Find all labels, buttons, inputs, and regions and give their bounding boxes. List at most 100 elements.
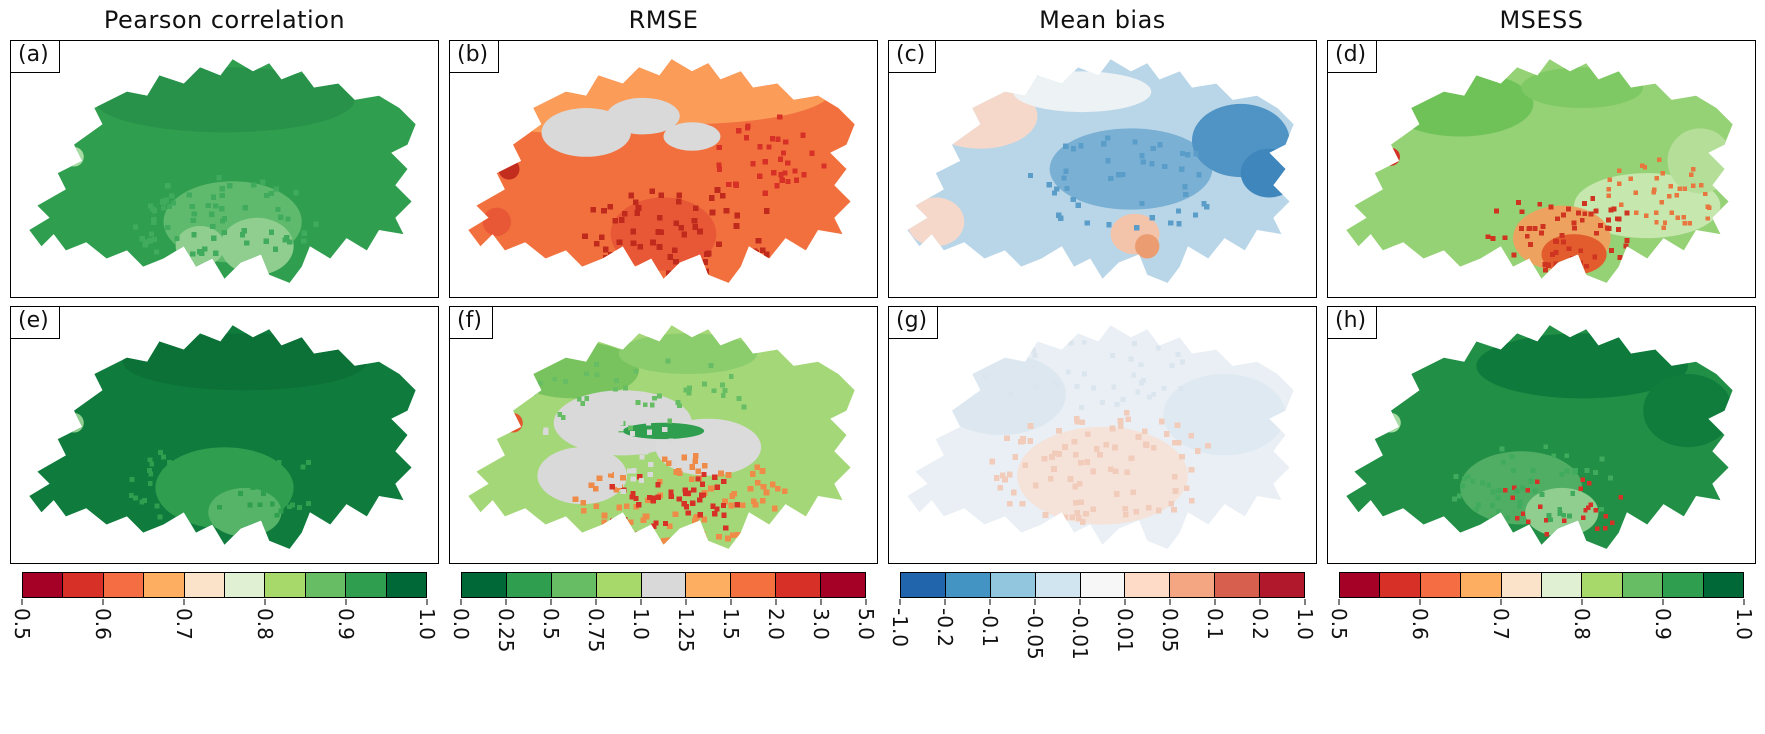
colorbar-tick	[820, 599, 822, 605]
column-title-msess: MSESS	[1499, 6, 1584, 34]
switzerland-map-c	[907, 59, 1294, 283]
colorbar-tick-label: 5.0	[854, 608, 878, 640]
panel-a: (a)	[10, 40, 439, 298]
panel-label-g: (g)	[896, 308, 928, 333]
colorbar-tick	[1259, 599, 1261, 605]
panel-label-box-d: (d)	[1328, 41, 1378, 73]
colorbar-tick	[1662, 599, 1664, 605]
panel-label-a: (a)	[18, 42, 49, 67]
colorbar-segment	[1259, 573, 1305, 597]
colorbar-tick	[426, 599, 428, 605]
colorbar-tick-label: 0.7	[172, 608, 196, 640]
colorbar-segment	[1460, 573, 1501, 597]
colorbar-tick-label: 2.0	[764, 608, 788, 640]
colorbar-tick	[264, 599, 266, 605]
colorbar-segment	[640, 573, 686, 597]
colorbar-tick-label: 1.25	[674, 608, 698, 653]
colorbar-pearson-correlation: 0.5 0.6 0.7 0.8 0.9 1.0	[10, 572, 439, 692]
colorbar-tick-label: 0.5	[1327, 608, 1351, 640]
colorbar-segment	[775, 573, 821, 597]
switzerland-map-d	[1346, 59, 1733, 283]
colorbar-segment	[1124, 573, 1170, 597]
colorbar-inner-pearson-correlation: 0.5 0.6 0.7 0.8 0.9 1.0	[10, 572, 439, 692]
colorbar-segment	[1702, 573, 1744, 597]
panel-label-d: (d)	[1335, 42, 1367, 67]
panel-d: (d)	[1327, 40, 1756, 298]
colorbar-tick-label: 0.9	[334, 608, 358, 640]
colorbar-segment	[730, 573, 776, 597]
colorbar-tick-label: -0.01	[1068, 608, 1092, 660]
colorbar-segment	[264, 573, 305, 597]
colorbar-segment	[1079, 573, 1125, 597]
column-titles-row: Pearson correlation RMSE Mean bias MSESS	[10, 4, 1756, 36]
colorbar-tick-label: 0.01	[1113, 608, 1137, 653]
colorbar-tick	[685, 599, 687, 605]
colorbar-tick-label: 1.0	[1732, 608, 1756, 640]
colorbar-tick	[102, 599, 104, 605]
colorbar-tick	[1034, 599, 1036, 605]
colorbar-rmse: 0.0 0.25 0.5 0.75 1.0 1.25 1.5 2.0 3.0 5.0	[449, 572, 878, 692]
panel-label-h: (h)	[1335, 308, 1367, 333]
colorbar-tick	[595, 599, 597, 605]
panel-e: (e)	[10, 306, 439, 564]
colorbar-tick-label: 0.75	[583, 608, 608, 653]
colorbar-tick	[183, 599, 185, 605]
colorbar-tick	[1581, 599, 1583, 605]
panel-label-f: (f)	[457, 308, 482, 333]
switzerland-map-a	[29, 59, 416, 283]
column-title-pearson-correlation: Pearson correlation	[103, 6, 346, 34]
colorbar-tick	[989, 599, 991, 605]
colorbar-bar-msess	[1339, 572, 1744, 598]
colorbar-tick-label: 3.0	[809, 608, 833, 640]
colorbar-tick-label: 0.0	[449, 608, 473, 640]
colorbar-tick	[944, 599, 946, 605]
colorbar-tick	[21, 599, 23, 605]
colorbar-tick-label: 0.5	[539, 608, 563, 640]
panel-label-box-b: (b)	[450, 41, 500, 73]
colorbar-tick	[865, 599, 867, 605]
panel-label-box-g: (g)	[889, 307, 939, 339]
colorbar-tick	[1169, 599, 1171, 605]
panel-label-c: (c)	[896, 42, 926, 67]
colorbar-segment	[1500, 573, 1542, 597]
colorbar-tick-label: 0.9	[1651, 608, 1675, 640]
colorbar-segment	[62, 573, 103, 597]
colorbar-segment	[224, 573, 265, 597]
colorbar-tick	[640, 599, 642, 605]
switzerland-map-f	[468, 325, 855, 549]
colorbar-tick	[775, 599, 777, 605]
colorbar-inner-msess: 0.5 0.6 0.7 0.8 0.9 1.0	[1327, 572, 1756, 692]
colorbar-bar-mean-bias	[900, 572, 1305, 598]
panel-h: (h)	[1327, 306, 1756, 564]
colorbar-tick-label: 1.0	[1293, 608, 1317, 640]
colorbar-msess: 0.5 0.6 0.7 0.8 0.9 1.0	[1327, 572, 1756, 692]
colorbar-bar-rmse	[461, 572, 866, 598]
panel-label-b: (b)	[457, 42, 489, 67]
colorbar-inner-mean-bias: -1.0 -0.2 -0.1 -0.05 -0.01 0.01 0.05 0.1 0.2 1.0	[888, 572, 1317, 692]
colorbar-segment	[462, 573, 506, 597]
switzerland-map-b	[468, 59, 855, 283]
colorbar-segment	[550, 573, 596, 597]
colorbar-segment	[989, 573, 1035, 597]
switzerland-map-g	[907, 325, 1294, 549]
colorbar-tick-label: 0.5	[10, 608, 34, 640]
colorbar-tick-label: 0.1	[1203, 608, 1227, 640]
colorbar-tick-label: -0.05	[1022, 608, 1047, 660]
colorbar-tick	[1419, 599, 1421, 605]
column-title-rmse: RMSE	[628, 6, 699, 34]
colorbar-tick-label: 0.25	[494, 608, 518, 653]
colorbar-tick	[1743, 599, 1745, 605]
switzerland-map-h	[1346, 325, 1733, 549]
colorbar-segment	[1034, 573, 1080, 597]
colorbars-row: 0.5 0.6 0.7 0.8 0.9 1.0 0.0 0.25 0.5 0.75 1.0 1.25 1…	[10, 572, 1756, 692]
colorbar-tick	[1338, 599, 1340, 605]
colorbar-segment	[685, 573, 731, 597]
colorbar-tick	[460, 599, 462, 605]
colorbar-tick	[1124, 599, 1126, 605]
colorbar-segment	[944, 573, 990, 597]
colorbar-tick	[550, 599, 552, 605]
colorbar-tick-label: 1.0	[415, 608, 439, 640]
colorbar-segment	[102, 573, 144, 597]
colorbar-tick	[899, 599, 901, 605]
